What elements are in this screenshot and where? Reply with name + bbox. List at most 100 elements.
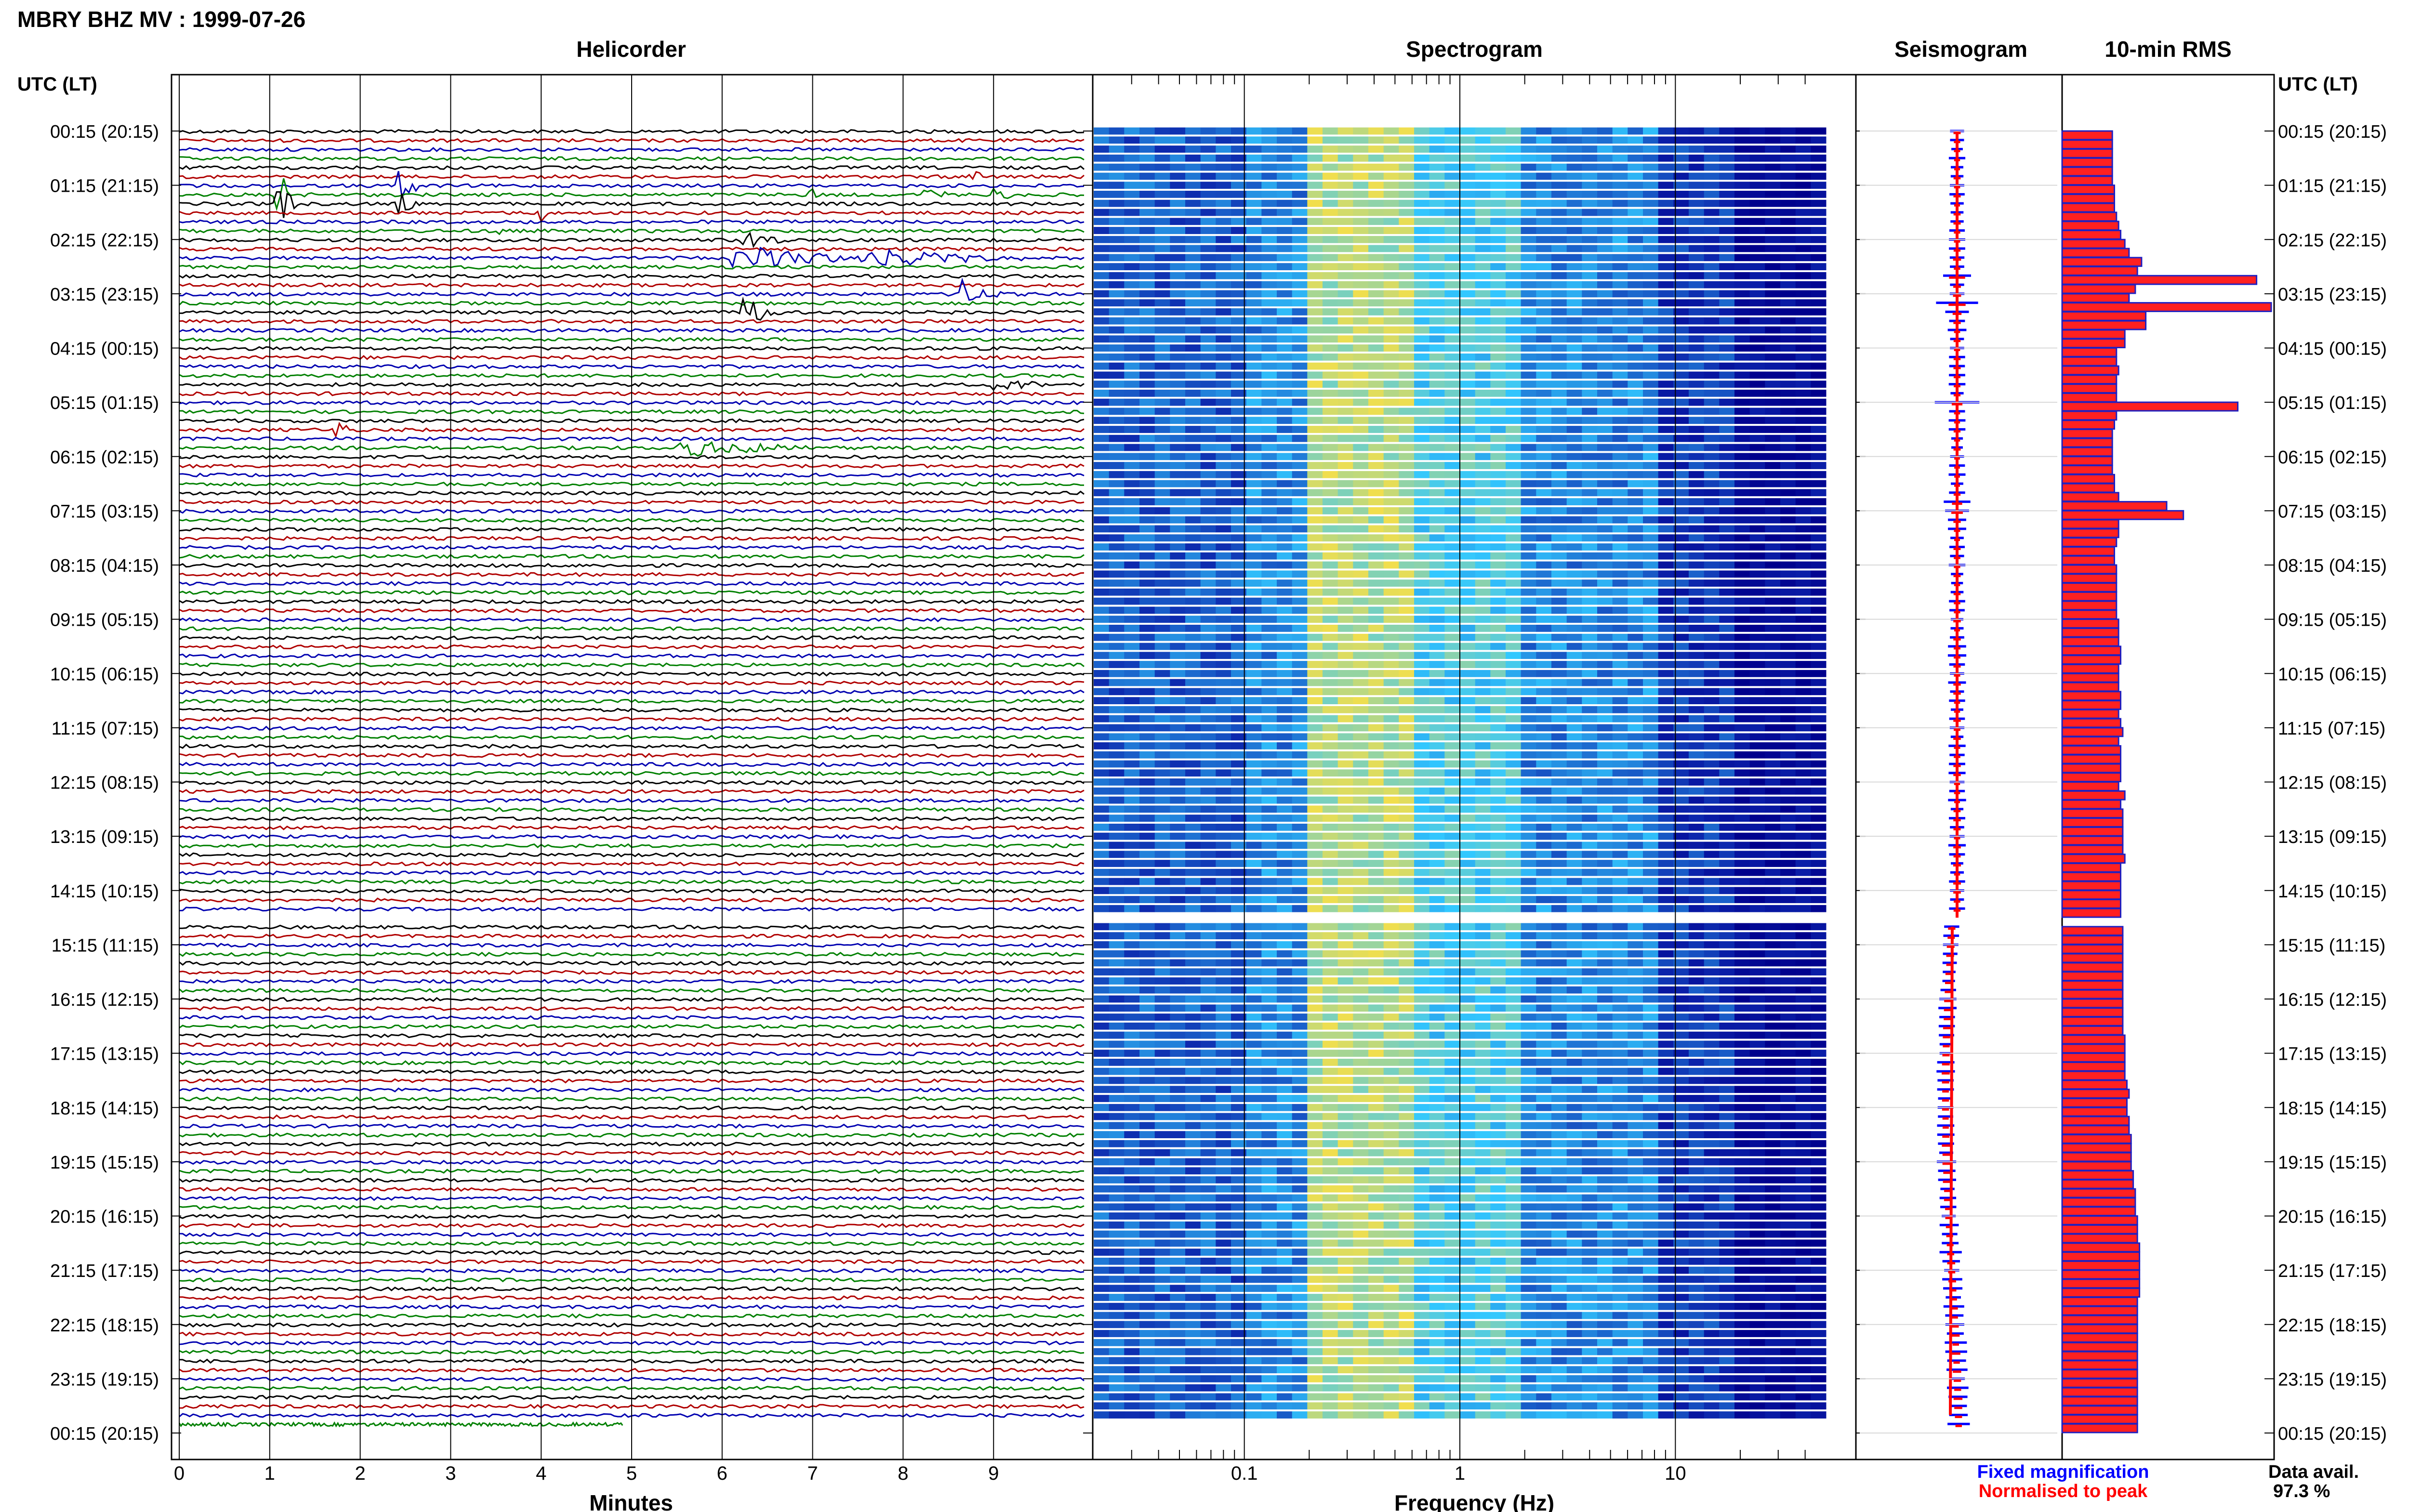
spectrogram-cell — [1490, 643, 1506, 650]
spectrogram-cell — [1368, 507, 1384, 514]
spectrogram-cell — [1383, 616, 1399, 623]
spectrogram-cell — [1124, 968, 1140, 976]
spectrogram-cell — [1551, 426, 1567, 433]
spectrogram-cell — [1094, 209, 1110, 216]
spectrogram-cell — [1582, 245, 1598, 252]
spectrogram-cell — [1490, 136, 1506, 144]
spectrogram-cell — [1353, 832, 1369, 840]
spectrogram-cell — [1444, 317, 1460, 325]
spectrogram-cell — [1628, 516, 1643, 524]
spectrogram-cell — [1368, 733, 1384, 741]
spectrogram-cell — [1124, 290, 1140, 298]
spectrogram-cell — [1597, 805, 1613, 813]
spectrogram-cell — [1139, 932, 1155, 939]
spectrogram-cell — [1765, 715, 1781, 723]
spectrogram-cell — [1124, 1031, 1140, 1039]
spectrogram-cell — [1643, 715, 1659, 723]
spectrogram-cell — [1429, 561, 1445, 569]
spectrogram-cell — [1185, 724, 1201, 732]
spectrogram-cell — [1414, 191, 1430, 198]
spectrogram-cell — [1628, 968, 1643, 976]
spectrogram-cell — [1582, 1059, 1598, 1066]
spectrogram-cell — [1337, 272, 1353, 279]
spectrogram-cell — [1368, 498, 1384, 505]
spectrogram-cell — [1582, 887, 1598, 894]
spectrogram-cell — [1795, 570, 1811, 578]
spectrogram-cell — [1109, 417, 1125, 424]
spectrogram-cell — [1643, 679, 1659, 686]
spectrogram-cell — [1475, 968, 1491, 976]
spectrogram-cell — [1231, 579, 1247, 587]
spectrogram-cell — [1566, 543, 1582, 551]
spectrogram-cell — [1277, 905, 1293, 912]
spectrogram-cell — [1536, 860, 1552, 867]
spectrogram-cell — [1124, 878, 1140, 885]
spectrogram-cell — [1216, 661, 1231, 668]
spectrogram-cell — [1628, 941, 1643, 948]
spectrogram-cell — [1094, 1004, 1110, 1012]
spectrogram-cell — [1170, 923, 1186, 931]
spectrogram-cell — [1261, 326, 1277, 334]
spectrogram-cell — [1124, 263, 1140, 270]
spectrogram-cell — [1460, 254, 1476, 262]
spectrogram-cell — [1399, 353, 1415, 361]
spectrogram-cell — [1154, 263, 1170, 270]
spectrogram-cell — [1643, 489, 1659, 497]
spectrogram-cell — [1475, 787, 1491, 795]
spectrogram-cell — [1414, 398, 1430, 406]
spectrogram-cell — [1200, 534, 1216, 542]
spectrogram-cell — [1154, 606, 1170, 614]
spectrogram-cell — [1460, 516, 1476, 524]
spectrogram-cell — [1261, 561, 1277, 569]
spectrogram-cell — [1521, 498, 1536, 505]
spectrogram-cell — [1216, 199, 1231, 207]
spectrogram-cell — [1429, 381, 1445, 388]
spectrogram-cell — [1749, 299, 1765, 307]
spectrogram-cell — [1506, 163, 1522, 171]
spectrogram-cell — [1185, 353, 1201, 361]
spectrogram-cell — [1337, 941, 1353, 948]
spectrogram-cell — [1780, 390, 1796, 397]
spectrogram-cell — [1277, 182, 1293, 189]
spectrogram-cell — [1337, 254, 1353, 262]
spectrogram-cell — [1704, 932, 1720, 939]
spectrogram-cell — [1368, 643, 1384, 650]
spectrogram-cell — [1673, 661, 1689, 668]
spectrogram-cell — [1170, 905, 1186, 912]
spectrogram-cell — [1765, 1050, 1781, 1057]
spectrogram-cell — [1307, 218, 1323, 225]
spectrogram-cell — [1795, 977, 1811, 985]
spectrogram-cell — [1597, 796, 1613, 804]
spectrogram-cell — [1490, 145, 1506, 153]
spectrogram-cell — [1597, 498, 1613, 505]
spectrogram-cell — [1216, 968, 1231, 976]
spectrogram-cell — [1185, 995, 1201, 1003]
spectrogram-cell — [1536, 633, 1552, 641]
spectrogram-cell — [1109, 950, 1125, 958]
spectrogram-cell — [1658, 652, 1674, 659]
spectrogram-cell — [1612, 1031, 1628, 1039]
spectrogram-cell — [1246, 136, 1262, 144]
spectrogram-cell — [1124, 706, 1140, 713]
spectrogram-cell — [1368, 986, 1384, 994]
spectrogram-cell — [1506, 868, 1522, 876]
spectrogram-cell — [1506, 543, 1522, 551]
spectrogram-cell — [1551, 127, 1567, 135]
spectrogram-cell — [1765, 968, 1781, 976]
spectrogram-cell — [1414, 227, 1430, 234]
spectrogram-cell — [1246, 480, 1262, 487]
spectrogram-cell — [1353, 887, 1369, 894]
spectrogram-cell — [1246, 299, 1262, 307]
spectrogram-cell — [1475, 815, 1491, 822]
spectrogram-cell — [1551, 860, 1567, 867]
spectrogram-cell — [1658, 733, 1674, 741]
spectrogram-cell — [1231, 688, 1247, 696]
spectrogram-cell — [1139, 561, 1155, 569]
spectrogram-cell — [1444, 136, 1460, 144]
spectrogram-cell — [1307, 534, 1323, 542]
spectrogram-cell — [1811, 570, 1827, 578]
spectrogram-cell — [1383, 381, 1399, 388]
spectrogram-cell — [1323, 272, 1338, 279]
spectrogram-cell — [1231, 878, 1247, 885]
spectrogram-cell — [1460, 787, 1476, 795]
